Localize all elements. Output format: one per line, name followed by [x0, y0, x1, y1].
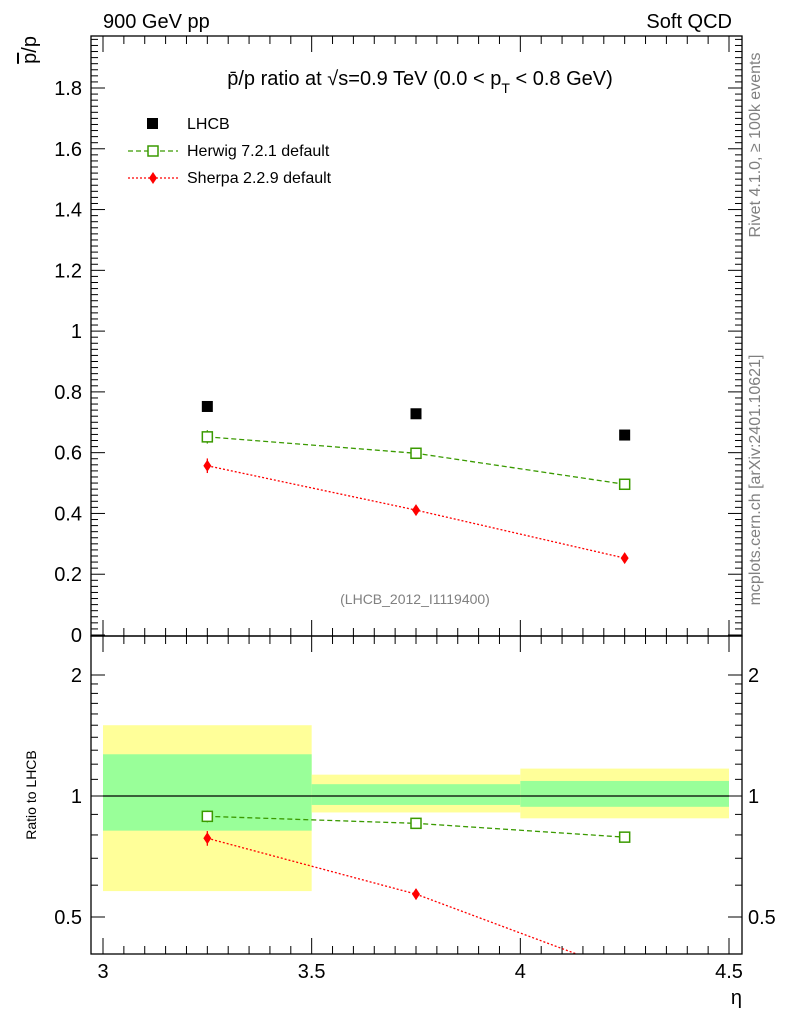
analysis-watermark: (LHCB_2012_I1119400)	[340, 591, 490, 607]
x-tick-label: 3.5	[298, 961, 326, 983]
ratio-y-tick-label-left: 2	[71, 665, 82, 687]
x-tick-label: 4.5	[715, 961, 743, 983]
ratio-sherpa-point	[621, 966, 629, 978]
header-left-label: 900 GeV pp	[103, 11, 210, 33]
top-panel-title: p̄/p ratio at √s=0.9 TeV (0.0 < pT < 0.8…	[227, 68, 613, 96]
ratio-sherpa-point	[203, 832, 212, 845]
lhcb-data-point	[619, 429, 631, 441]
legend-herwig-marker	[147, 145, 159, 157]
legend-sherpa-label: Sherpa 2.2.9 default	[187, 170, 332, 187]
y-label-pbar: p	[19, 53, 41, 64]
x-axis-label: η	[731, 987, 742, 1009]
ratio-y-tick-label-left: 1	[71, 786, 82, 808]
top-y-tick-label: 1	[71, 321, 82, 343]
top-y-tick-label: 0.4	[54, 503, 82, 525]
herwig-point	[410, 447, 422, 460]
x-tick-label: 4	[515, 961, 526, 983]
x-tick-label: 3	[97, 961, 108, 983]
lhcb-data-point	[410, 408, 422, 420]
legend: LHCB Herwig 7.2.1 default Sherpa 2.2.9 d…	[128, 116, 332, 187]
sherpa-point	[412, 504, 420, 517]
ratio-sherpa-point	[412, 888, 420, 901]
legend-lhcb-label: LHCB	[187, 116, 230, 133]
title-main: p̄/p ratio at √s=0.9 TeV (0.0 < p	[227, 68, 501, 90]
mcplots-reference-label: mcplots.cern.ch [arXiv:2401.10621]	[747, 355, 764, 606]
ratio-y-tick-label-right: 2	[748, 665, 759, 687]
sherpa-point	[620, 552, 629, 565]
y-label-rest: /p	[19, 36, 41, 53]
bottom-panel-frame	[90, 635, 743, 955]
top-y-tick-label: 1.8	[54, 78, 82, 100]
bottom-panel-ticks: 0.5 0.5 1 1 2 2 3 3.5 4 4.5	[54, 636, 776, 983]
top-y-tick-label: 1.6	[54, 139, 82, 161]
sherpa-point	[203, 459, 212, 472]
bottom-panel-marks	[201, 810, 631, 978]
top-y-tick-label: 0	[71, 625, 82, 647]
herwig-line	[207, 436, 625, 485]
rivet-version-label: Rivet 4.1.0, ≥ 100k events	[747, 53, 764, 238]
top-y-tick-label: 0.2	[54, 564, 82, 586]
top-panel-ticks: 0 0.2 0.4 0.6 0.8 1 1.2 1.4 1.6 1.8	[54, 36, 742, 647]
legend-sherpa-marker	[149, 172, 157, 184]
ratio-uncertainty-bands	[103, 725, 729, 892]
title-tail: < 0.8 GeV)	[510, 68, 613, 90]
ratio-herwig-point	[410, 817, 422, 830]
inner-uncertainty-band	[520, 780, 729, 807]
lhcb-data-point	[201, 400, 213, 412]
herwig-point	[201, 431, 214, 443]
ratio-y-tick-label-right: 0.5	[748, 907, 776, 929]
header-right-label: Soft QCD	[646, 11, 732, 33]
top-y-tick-label: 1.2	[54, 260, 82, 282]
ratio-herwig-point	[201, 810, 214, 823]
ratio-y-tick-label-left: 0.5	[54, 907, 82, 929]
inner-uncertainty-band	[311, 784, 521, 805]
top-y-tick-label: 1.4	[54, 200, 82, 222]
ratio-y-tick-label-right: 1	[748, 786, 759, 808]
top-y-tick-label: 0.8	[54, 382, 82, 404]
top-y-axis-label: p/p	[19, 36, 41, 64]
ratio-herwig-point	[618, 831, 631, 843]
legend-herwig-label: Herwig 7.2.1 default	[187, 143, 330, 160]
ratio-y-axis-label: Ratio to LHCB	[23, 750, 39, 839]
title-subscript: T	[501, 80, 510, 96]
legend-lhcb-marker	[147, 118, 158, 129]
top-panel-marks	[201, 400, 631, 565]
top-y-tick-label: 0.6	[54, 443, 82, 465]
herwig-point	[618, 478, 631, 491]
